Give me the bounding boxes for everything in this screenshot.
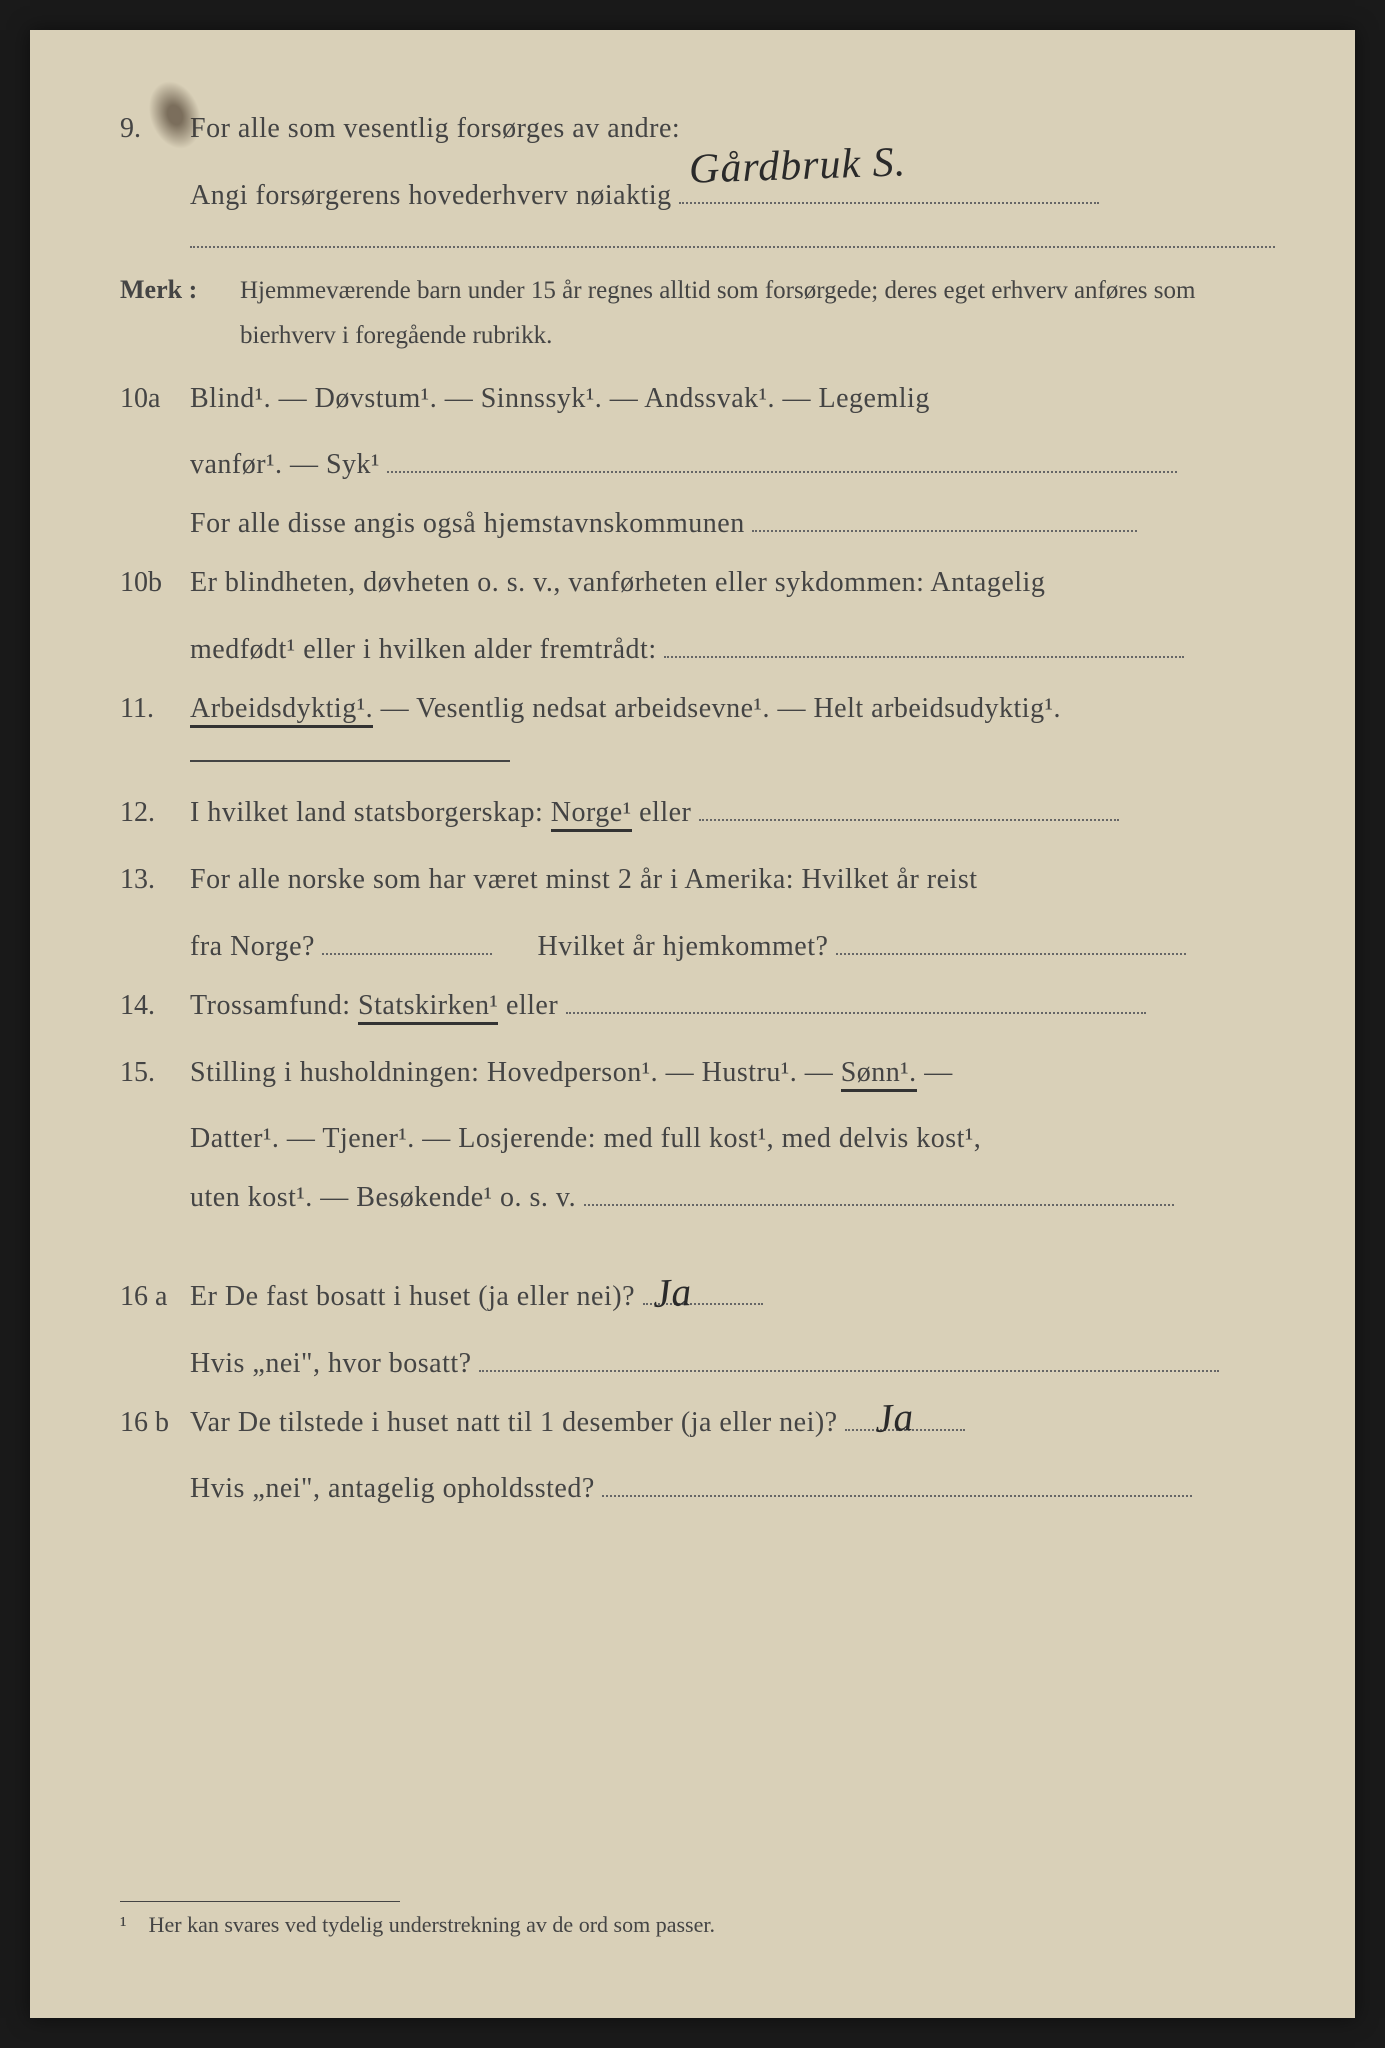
q16b-line1-prefix: Var De tilstede i huset natt til 1 desem… [190, 1407, 838, 1438]
q12-text: I hvilket land statsborgerskap: Norge¹ e… [190, 784, 1275, 843]
footnote-text: Her kan svares ved tydelig understreknin… [149, 1912, 715, 1937]
q10b-line2-prefix: medfødt¹ eller i hvilken alder fremtrådt… [190, 634, 657, 665]
q14-number: 14. [120, 977, 190, 1036]
q10b-fill [664, 630, 1184, 658]
q14-prefix: Trossamfund: [190, 990, 358, 1021]
q13-line2b: Hvilket år hjemkommet? [537, 931, 828, 962]
q10b-line2: medfødt¹ eller i hvilken alder fremtrådt… [190, 621, 1275, 680]
q9-fill: Gårdbruk S. [679, 176, 1099, 204]
q10a-line3-prefix: For alle disse angis også hjemstavnskomm… [190, 508, 745, 539]
q13-number: 13. [120, 851, 190, 910]
footnote: ¹ Her kan svares ved tydelig understrekn… [120, 1901, 1275, 1938]
q16a-line1-prefix: Er De fast bosatt i huset (ja eller nei)… [190, 1281, 635, 1312]
q13-line1: For alle norske som har været minst 2 år… [190, 851, 1275, 910]
q11-opt1-underlined: Arbeidsdyktig¹. [190, 693, 373, 728]
q16a-line2: Hvis „nei", hvor bosatt? [190, 1335, 1275, 1394]
q12-suffix: eller [632, 797, 692, 828]
q10b-number: 10b [120, 554, 190, 613]
census-form-page: 9. For alle som vesentlig forsørges av a… [30, 30, 1355, 2018]
q12-number: 12. [120, 784, 190, 843]
q16a-line1: Er De fast bosatt i huset (ja eller nei)… [190, 1268, 1275, 1327]
q10b-row: 10b Er blindheten, døvheten o. s. v., va… [120, 554, 1275, 613]
q10b-line1: Er blindheten, døvheten o. s. v., vanfør… [190, 554, 1275, 613]
q12-row: 12. I hvilket land statsborgerskap: Norg… [120, 784, 1275, 843]
q11-number: 11. [120, 680, 190, 739]
q15-line1b: — [917, 1057, 953, 1088]
q16a-line2-prefix: Hvis „nei", hvor bosatt? [190, 1348, 472, 1379]
q9-line2: Angi forsørgerens hovederhverv nøiaktig … [190, 167, 1275, 226]
q15-line2: Datter¹. — Tjener¹. — Losjerende: med fu… [190, 1110, 1275, 1169]
q13-fill2 [836, 927, 1186, 955]
q10a-line3: For alle disse angis også hjemstavnskomm… [190, 495, 1275, 554]
q11-row: 11. Arbeidsdyktig¹. — Vesentlig nedsat a… [120, 680, 1275, 739]
q15-underlined: Sønn¹. [841, 1057, 917, 1092]
divider-after-q11 [190, 760, 510, 762]
q16b-line1: Var De tilstede i huset natt til 1 desem… [190, 1394, 1275, 1453]
q14-suffix: eller [498, 990, 558, 1021]
q11-mid: — Vesentlig nedsat arbeidsevne¹. — Helt … [373, 693, 1061, 724]
q16b-line2: Hvis „nei", antagelig opholdssted? [190, 1460, 1275, 1519]
q14-text: Trossamfund: Statskirken¹ eller [190, 977, 1275, 1036]
merk-text: Hjemmeværende barn under 15 år regnes al… [240, 268, 1275, 358]
q9-line2-prefix: Angi forsørgerens hovederhverv nøiaktig [190, 180, 672, 211]
q13-line2a: fra Norge? [190, 931, 315, 962]
q11-text: Arbeidsdyktig¹. — Vesentlig nedsat arbei… [190, 680, 1275, 739]
q16a-row: 16 a Er De fast bosatt i huset (ja eller… [120, 1268, 1275, 1327]
q10a-line1: Blind¹. — Døvstum¹. — Sinnssyk¹. — Andss… [190, 370, 1275, 429]
q16a-answer: Ja [650, 1250, 693, 1336]
q16a-number: 16 a [120, 1268, 190, 1327]
q15-row: 15. Stilling i husholdningen: Hovedperso… [120, 1044, 1275, 1103]
q15-line1: Stilling i husholdningen: Hovedperson¹. … [190, 1044, 1275, 1103]
q14-row: 14. Trossamfund: Statskirken¹ eller [120, 977, 1275, 1036]
q15-line3: uten kost¹. — Besøkende¹ o. s. v. [190, 1169, 1275, 1228]
q16b-line2-prefix: Hvis „nei", antagelig opholdssted? [190, 1473, 595, 1504]
q15-line1a: Stilling i husholdningen: Hovedperson¹. … [190, 1057, 841, 1088]
merk-row: Merk : Hjemmeværende barn under 15 år re… [120, 268, 1275, 358]
q16a-fill2 [479, 1344, 1219, 1372]
q12-underlined: Norge¹ [551, 797, 632, 832]
q10a-row: 10a Blind¹. — Døvstum¹. — Sinnssyk¹. — A… [120, 370, 1275, 429]
q13-row: 13. For alle norske som har været minst … [120, 851, 1275, 910]
q16b-answer-wrap: Ja [845, 1394, 965, 1453]
q15-number: 15. [120, 1044, 190, 1103]
q16b-number: 16 b [120, 1394, 190, 1453]
q16b-fill2 [602, 1469, 1192, 1497]
q13-fill1 [322, 927, 492, 955]
footnote-marker: ¹ [120, 1912, 127, 1937]
q10a-fill1 [387, 445, 1177, 473]
q16b-row: 16 b Var De tilstede i huset natt til 1 … [120, 1394, 1275, 1453]
q10a-line2-prefix: vanfør¹. — Syk¹ [190, 449, 380, 480]
q14-fill [566, 986, 1146, 1014]
merk-label: Merk : [120, 275, 240, 305]
q10a-line2: vanfør¹. — Syk¹ [190, 436, 1275, 495]
q12-fill [699, 793, 1119, 821]
divider-after-q9 [190, 246, 1275, 248]
q16b-answer: Ja [873, 1375, 916, 1461]
q9-answer: Gårdbruk S. [688, 118, 908, 214]
q13-line2: fra Norge? Hvilket år hjemkommet? [190, 918, 1275, 977]
footnote-rule [120, 1901, 400, 1902]
q12-prefix: I hvilket land statsborgerskap: [190, 797, 551, 828]
q10a-number: 10a [120, 370, 190, 429]
q10a-fill2 [752, 504, 1137, 532]
q15-line3-prefix: uten kost¹. — Besøkende¹ o. s. v. [190, 1182, 576, 1213]
q16a-answer-wrap: Ja [643, 1268, 763, 1327]
q15-fill [584, 1178, 1174, 1206]
q14-underlined: Statskirken¹ [358, 990, 498, 1025]
